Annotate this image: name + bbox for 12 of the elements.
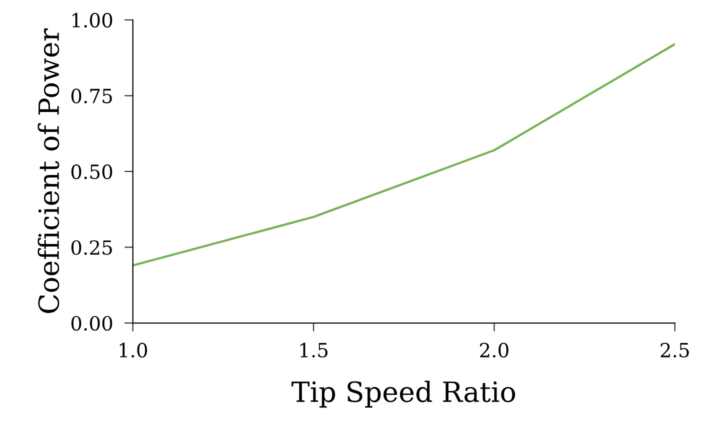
x-tick-label: 2.5 <box>660 342 689 358</box>
x-tick-label: 1.0 <box>120 342 148 358</box>
x-axis-title: Tip Speed Ratio <box>292 380 516 408</box>
x-tick-label: 2.0 <box>480 342 508 358</box>
y-tick-label: 0.75 <box>71 88 112 104</box>
y-tick-label: 1.00 <box>72 12 112 28</box>
y-axis-title: Coefficient of Power <box>38 28 60 314</box>
y-tick-label: 0.25 <box>71 240 112 255</box>
line-series <box>132 43 675 267</box>
y-tick-label: 0.50 <box>71 164 112 180</box>
y-tick-label: 0.00 <box>71 316 112 331</box>
x-tick-label: 1.5 <box>300 342 328 358</box>
